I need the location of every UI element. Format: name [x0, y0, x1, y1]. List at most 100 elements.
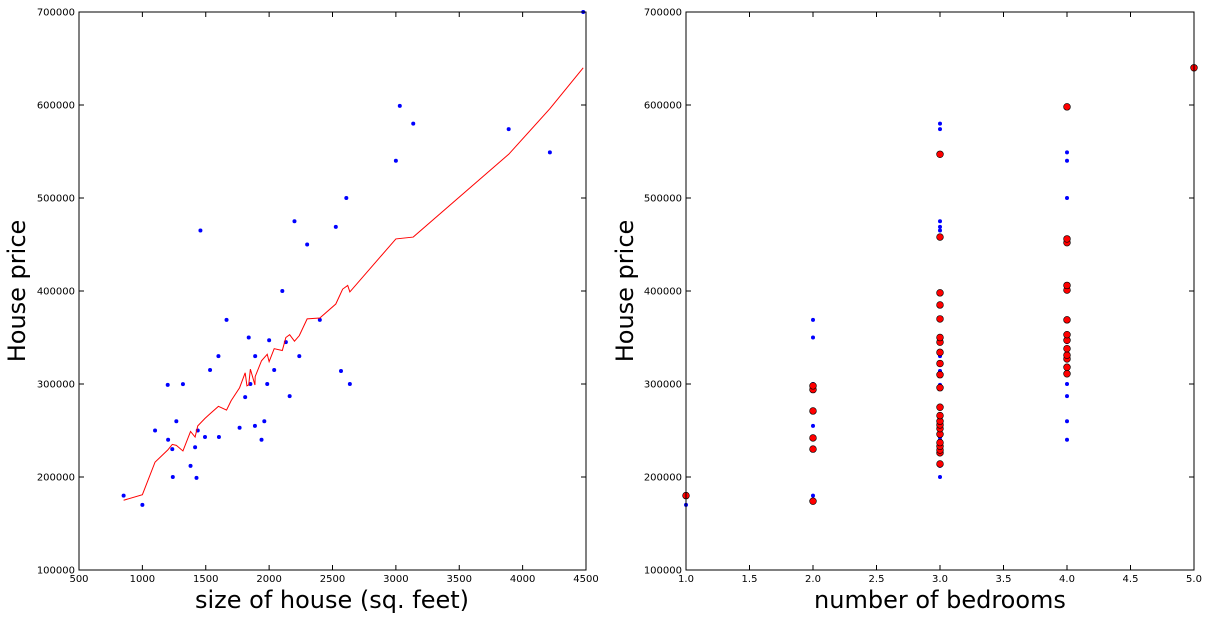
right-x-tick-label: 1.0 — [678, 574, 694, 585]
right-x-tick-label: 4.0 — [1059, 574, 1075, 585]
right-predicted-point — [809, 407, 817, 415]
right-data-point — [938, 475, 942, 479]
right-x-tick-label: 4.5 — [1123, 574, 1139, 585]
right-x-tick-label: 2.0 — [805, 574, 821, 585]
right-data-point — [938, 121, 942, 126]
right-x-tick-label: 2.5 — [869, 574, 885, 585]
left-data-point — [202, 435, 207, 440]
right-predicted-point — [1063, 331, 1071, 339]
right-predicted-point — [936, 359, 944, 368]
right-predicted-point — [936, 315, 944, 323]
left-data-point — [224, 317, 229, 322]
right-data-point — [938, 127, 942, 132]
left-y-tick-label: 700000 — [37, 8, 75, 19]
left-chart-marks — [121, 10, 586, 507]
left-data-point — [280, 289, 285, 293]
right-data-point — [1065, 158, 1069, 163]
right-predicted-point — [1063, 281, 1071, 290]
right-data-point — [1065, 150, 1069, 155]
left-data-point — [198, 228, 203, 233]
right-y-tick-label: 300000 — [644, 380, 682, 391]
left-x-tick-label: 2500 — [320, 574, 345, 585]
right-y-tick-label: 500000 — [644, 194, 682, 205]
right-data-point — [811, 423, 815, 428]
left-data-point — [140, 502, 145, 507]
right-predicted-point — [936, 403, 944, 411]
left-data-point — [253, 354, 258, 359]
right-predicted-point — [936, 233, 944, 241]
right-x-tick-label: 3.0 — [932, 574, 948, 585]
left-data-point — [243, 395, 248, 400]
left-fit-line — [123, 67, 584, 501]
left-data-point — [216, 435, 221, 440]
right-predicted-point — [936, 438, 944, 447]
right-y-tick-label: 100000 — [644, 566, 682, 577]
left-data-point — [397, 103, 402, 108]
right-y-tick-label: 200000 — [644, 473, 682, 484]
right-y-tick-label: 400000 — [644, 287, 682, 298]
left-data-point — [262, 419, 267, 424]
left-data-point — [317, 317, 322, 322]
right-data-point — [811, 317, 815, 322]
left-data-point — [547, 150, 552, 155]
left-data-point — [252, 423, 257, 428]
left-y-tick-label: 300000 — [37, 380, 75, 391]
left-data-point — [237, 425, 242, 430]
left-data-point — [287, 394, 292, 399]
left-y-tick-label: 400000 — [37, 287, 75, 298]
left-data-point — [272, 368, 277, 373]
right-data-point — [1065, 394, 1069, 399]
left-data-point — [393, 158, 398, 163]
left-data-point — [194, 475, 199, 480]
right-x-tick-label: 3.5 — [996, 574, 1012, 585]
left-chart: 500 1000 1500 2000 2500 3000 3500 4000 4500 10000… — [3, 8, 599, 615]
left-x-tick-label: 3000 — [383, 574, 408, 585]
right-predicted-point — [936, 150, 944, 158]
right-predicted-point — [809, 382, 817, 390]
left-x-tick-label: 500 — [69, 574, 88, 585]
left-data-point — [347, 382, 352, 386]
right-x-tick-label: 5.0 — [1186, 574, 1202, 585]
left-x-tick-label: 1500 — [193, 574, 218, 585]
right-predicted-point — [936, 460, 944, 468]
left-x-tick-label: 3500 — [447, 574, 472, 585]
left-y-axis-label: House price — [3, 220, 31, 363]
right-predicted-point — [1063, 344, 1071, 353]
left-x-tick-label: 1000 — [130, 574, 155, 585]
left-x-tick-label: 2000 — [256, 574, 281, 585]
right-predicted-point — [936, 301, 944, 309]
right-chart: 1.0 1.5 2.0 2.5 3.0 3.5 4.0 4.5 5.0 100000 200000 3… — [611, 8, 1202, 615]
right-predicted-point — [936, 411, 944, 420]
left-data-point — [121, 493, 126, 498]
left-data-point — [267, 338, 272, 343]
right-chart-ticks: 1.0 1.5 2.0 2.5 3.0 3.5 4.0 4.5 5.0 100000 200000 3… — [644, 8, 1202, 586]
left-data-point — [338, 368, 343, 373]
left-data-point — [265, 382, 270, 386]
right-predicted-point — [936, 333, 944, 342]
right-predicted-point — [936, 348, 944, 357]
left-data-point — [411, 121, 416, 126]
left-y-tick-label: 600000 — [37, 101, 75, 112]
right-data-point — [938, 224, 942, 229]
right-predicted-point — [1063, 103, 1071, 111]
right-predicted-point — [809, 445, 817, 453]
right-data-point — [938, 228, 942, 233]
right-y-tick-label: 700000 — [644, 8, 682, 19]
left-data-point — [170, 447, 175, 452]
left-data-point — [333, 224, 338, 229]
left-data-point — [259, 437, 264, 442]
right-data-point — [1065, 196, 1069, 200]
right-x-tick-label: 1.5 — [742, 574, 758, 585]
left-data-point — [174, 419, 179, 424]
left-x-tick-label: 4000 — [510, 574, 535, 585]
left-y-tick-label: 200000 — [37, 473, 75, 484]
left-data-point — [292, 219, 297, 224]
left-data-point — [188, 463, 193, 468]
right-chart-marks — [682, 64, 1198, 507]
left-data-point — [216, 354, 221, 359]
left-data-point — [165, 382, 170, 387]
left-data-point — [305, 242, 310, 247]
right-predicted-point — [936, 371, 944, 379]
left-x-tick-label: 4500 — [573, 574, 598, 585]
